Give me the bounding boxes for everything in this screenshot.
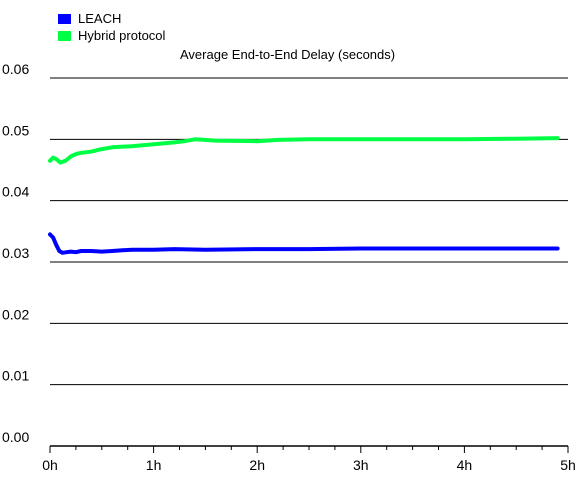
y-tick-label-2: 0.02 [2, 306, 29, 322]
y-tick-label-4: 0.04 [2, 184, 29, 200]
legend-label-hybrid: Hybrid protocol [78, 28, 166, 43]
series-line-1 [48, 136, 560, 165]
y-tick-label-6: 0.06 [2, 61, 29, 77]
x-tick-label-2: 2h [249, 457, 265, 473]
x-tick-label-5: 5h [560, 457, 576, 473]
legend: LEACH Hybrid protocol [58, 10, 165, 44]
chart-title: Average End-to-End Delay (seconds) [180, 47, 396, 62]
y-tick-label-5: 0.05 [2, 122, 29, 138]
x-tick-label-4: 4h [457, 457, 473, 473]
series-line-0 [48, 232, 560, 255]
legend-item-hybrid: Hybrid protocol [58, 27, 165, 44]
y-tick-label-1: 0.01 [2, 368, 29, 384]
x-tick-label-3: 3h [353, 457, 369, 473]
legend-swatch-hybrid [58, 30, 71, 41]
x-tick-label-1: 1h [146, 457, 162, 473]
legend-item-leach: LEACH [58, 10, 165, 27]
legend-swatch-leach [58, 13, 71, 24]
legend-label-leach: LEACH [78, 11, 122, 26]
x-tick-label-0: 0h [42, 457, 58, 473]
y-tick-label-0: 0.00 [2, 429, 29, 445]
y-tick-label-3: 0.03 [2, 245, 29, 261]
